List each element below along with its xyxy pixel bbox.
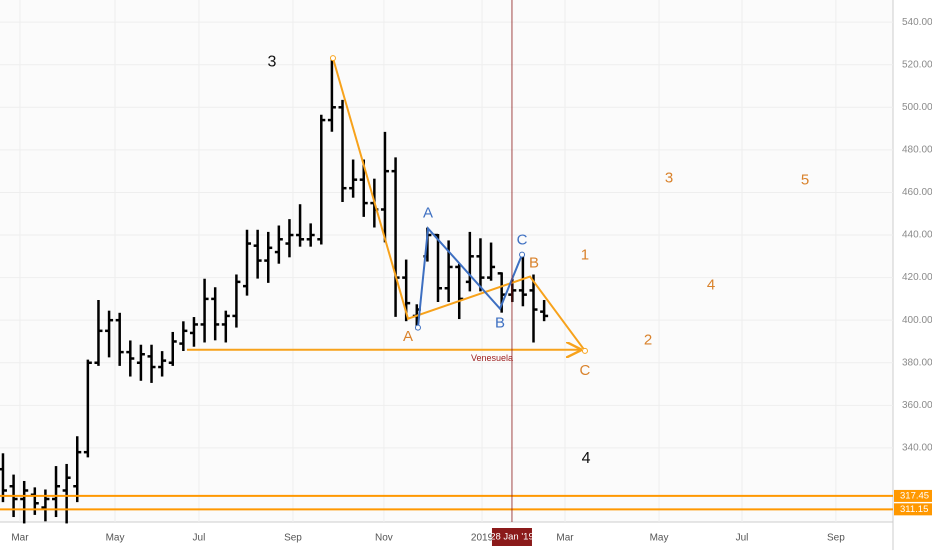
ohlc-bar: [380, 131, 389, 243]
drawing-handle: [414, 324, 421, 331]
y-tick-label: 440.00: [902, 230, 932, 241]
annotation: 2: [644, 332, 652, 349]
annotation: B: [495, 315, 505, 332]
ohlc-bar: [232, 274, 241, 328]
ohlc-bar: [476, 238, 485, 292]
crosshair-label-box: [491, 528, 532, 546]
x-tick-label: Jul: [193, 533, 206, 544]
ohlc-bar: [0, 453, 7, 503]
y-tick-label: 520.00: [902, 59, 932, 70]
ohlc-bar: [306, 223, 315, 247]
ohlc-bar: [349, 159, 358, 198]
x-tick-label: May: [106, 533, 125, 544]
annotation: 4: [582, 450, 591, 467]
drawing-line: [332, 57, 586, 352]
level-label: 311.15: [900, 504, 928, 515]
y-tick-label: 480.00: [902, 145, 932, 156]
ohlc-bar: [221, 310, 230, 343]
ohlc-bar: [41, 489, 50, 522]
ohlc-bar: [211, 287, 220, 341]
x-tick-label: May: [650, 533, 669, 544]
ohlc-bar: [62, 463, 71, 524]
y-tick-label: 400.00: [902, 315, 932, 326]
annotation: Venesuela: [471, 353, 513, 363]
ohlc-bar: [126, 340, 135, 377]
annotation: 4: [707, 277, 715, 294]
x-tick-label: Sep: [284, 533, 302, 544]
ohlc-bar: [487, 242, 496, 281]
annotation: 1: [581, 246, 589, 263]
x-tick-label: Mar: [11, 533, 29, 544]
y-tick-label: 360.00: [902, 400, 932, 411]
annotation: B: [529, 255, 539, 272]
annotation: 3: [268, 53, 277, 70]
x-tick-label: Mar: [556, 533, 574, 544]
annotation: 3: [665, 169, 673, 186]
y-tick-label: 420.00: [902, 272, 932, 283]
ohlc-bar: [529, 274, 538, 343]
y-tick-label: 380.00: [902, 357, 932, 368]
ohlc-bar: [94, 300, 103, 366]
ohlc-bar: [136, 344, 145, 381]
ohlc-bar: [147, 344, 156, 383]
ohlc-bar: [83, 359, 92, 458]
ohlc-bar: [200, 278, 209, 343]
ohlc-bar: [264, 231, 273, 283]
ohlc-bar: [115, 312, 124, 366]
x-tick-label: Sep: [827, 533, 845, 544]
crosshair-label: 28 Jan '19: [490, 532, 534, 543]
y-tick-label: 340.00: [902, 443, 932, 454]
plot-area: [0, 0, 893, 522]
ohlc-bar: [327, 59, 336, 132]
ohlc-bar: [317, 114, 326, 245]
drawing-handle: [519, 251, 526, 258]
x-tick-label: Nov: [375, 533, 393, 544]
ohlc-bar: [105, 310, 114, 358]
y-tick-label: 460.00: [902, 187, 932, 198]
annotation: 5: [801, 171, 809, 188]
ohlc-bar: [73, 436, 82, 503]
ohlc-bar: [465, 231, 474, 292]
drawing-handle: [329, 55, 336, 62]
annotation: C: [580, 362, 591, 379]
level-label-box: [894, 489, 932, 502]
ohlc-bar: [274, 225, 283, 264]
ohlc-bar: [179, 321, 188, 351]
ohlc-bar: [158, 351, 167, 377]
level-label-box: [894, 503, 932, 516]
x-tick-label: 2019: [471, 533, 494, 544]
ohlc-bar: [296, 204, 305, 247]
y-tick-label: 540.00: [902, 17, 932, 28]
y-tick-label: 500.00: [902, 102, 932, 113]
ohlc-bar: [243, 229, 252, 296]
ohlc-bar: [253, 229, 262, 279]
drawing-line: [416, 226, 523, 328]
level-label: 317.45: [900, 490, 929, 501]
ohlc-bar: [20, 480, 29, 524]
annotation: A: [403, 328, 413, 345]
annotation: C: [517, 232, 528, 249]
ohlc-bar: [518, 255, 527, 307]
x-tick-label: Jul: [736, 533, 749, 544]
ohlc-bar: [338, 99, 347, 202]
ohlc-bar: [359, 159, 368, 217]
ohlc-bar: [285, 219, 294, 258]
ohlc-bar: [168, 331, 177, 366]
ohlc-bar: [189, 317, 198, 347]
annotation: A: [423, 204, 433, 221]
drawing-handle: [581, 347, 588, 354]
ohlc-bar: [540, 300, 549, 322]
